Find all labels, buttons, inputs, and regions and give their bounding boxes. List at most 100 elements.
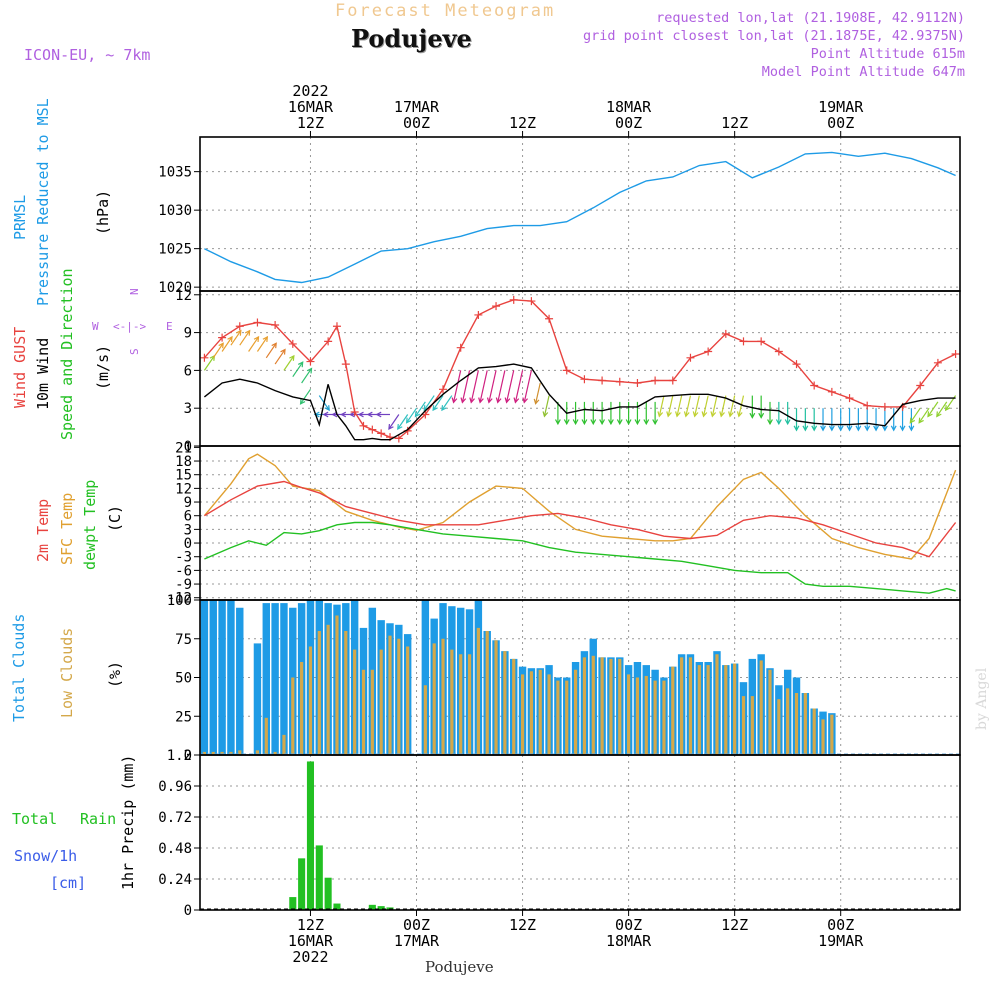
wind-arrow: [749, 395, 756, 419]
wind-arrow-shaft: [239, 330, 251, 346]
wind-arrow-head: [236, 329, 242, 336]
wind-arrow: [728, 395, 736, 418]
low-cloud-bar: [644, 675, 648, 755]
wind-arrow-head: [710, 411, 717, 418]
gust-marker: [810, 381, 819, 390]
wind-arrow-shaft: [256, 336, 268, 352]
wind-arrow: [864, 408, 871, 432]
panel-frame: [199, 290, 961, 447]
gust-marker: [845, 394, 854, 403]
wind-arrow-shaft: [441, 395, 453, 411]
panels: 1020102510301035036912211815129630-3-6-9…: [158, 82, 961, 966]
low-cloud-bar: [768, 669, 772, 755]
low-cloud-bar: [741, 696, 746, 755]
low-cloud-bar: [220, 751, 224, 755]
wind-arrow-shaft: [676, 395, 683, 417]
wind-arrow-shaft: [927, 401, 939, 417]
low-cloud-bar: [255, 750, 260, 755]
rain-bar: [324, 877, 332, 910]
hpa-unit-label: (hPa): [94, 190, 112, 235]
wind-arrow-head: [802, 425, 809, 432]
total-cloud-bar: [200, 600, 209, 755]
wind-arrow-head: [846, 425, 853, 432]
wind-arrow-shaft: [292, 361, 304, 378]
watermark: by Angel: [974, 667, 990, 730]
rain-bar: [306, 761, 314, 910]
time-label-top: 00Z: [615, 114, 642, 132]
time-label-top: 19MAR: [818, 98, 864, 116]
low-cloud-bar: [308, 646, 313, 755]
low-cloud-bar: [547, 674, 551, 755]
low-cloud-bar: [680, 657, 684, 755]
wind-arrow-head: [513, 397, 520, 404]
low-cloud-bar: [238, 750, 242, 755]
low-cloud-bar: [830, 714, 834, 755]
wind-arrow-head: [918, 417, 924, 424]
wind-arrow: [767, 401, 773, 426]
gust-marker: [509, 295, 518, 304]
y-tick-label: 75: [175, 632, 192, 648]
wind-arrow-shaft: [488, 370, 497, 403]
wind-arrow-head: [599, 419, 606, 426]
wind-arrow-shaft: [729, 395, 736, 417]
wind-arrow-shaft: [685, 395, 692, 417]
wind-arrow-head: [736, 411, 743, 418]
compass-w: W: [92, 320, 99, 333]
time-label-bottom: 12Z: [721, 916, 748, 934]
temp-2m-line: [204, 480, 957, 558]
wind-arrow-shaft: [479, 370, 488, 403]
low-cloud-bar: [733, 663, 737, 755]
total-cloud-bar: [271, 603, 279, 755]
wind-arrow: [873, 408, 879, 432]
compass-n: N: [128, 288, 141, 295]
y-tick-label: 0.24: [158, 872, 192, 888]
gust-marker: [774, 347, 783, 356]
low-cloud-bar: [538, 669, 542, 755]
sfc-temp-label: SFC Temp: [58, 493, 76, 565]
model-label: ICON-EU, ~ 7km: [24, 46, 150, 64]
wind-arrow: [451, 370, 462, 404]
wind-arrow-head: [322, 411, 329, 418]
gust-marker: [651, 376, 660, 385]
total-cloud-bar: [227, 600, 235, 755]
y-tick-label: -12: [167, 591, 192, 607]
wind-arrow-shaft: [658, 395, 665, 417]
dewpt-line: [204, 521, 956, 594]
wind-arrow-head: [652, 419, 659, 426]
wind-arrow-head: [657, 411, 664, 418]
wind-arrow-shaft: [720, 395, 727, 417]
wind-arrow: [432, 395, 444, 412]
y-tick-label: 1020: [158, 280, 192, 296]
wind-arrow-head: [271, 342, 277, 349]
gust-marker: [253, 318, 262, 327]
gust-marker: [306, 357, 315, 366]
wind-arrow-head: [793, 425, 800, 432]
time-label-bottom: 12Z: [509, 916, 536, 934]
wind-arrow-shaft: [711, 395, 718, 417]
wind-arrow: [643, 401, 650, 426]
gust-marker: [951, 350, 960, 359]
y-tick-label: 0: [184, 748, 192, 764]
total-cloud-bar: [253, 643, 262, 755]
low-cloud-bar: [750, 696, 754, 755]
pressure-labels: PRMSL Pressure Reduced to MSL (hPa): [11, 98, 112, 306]
y-tick-label: 6: [184, 363, 192, 379]
gridpoint-coords: grid point closest lon,lat (21.1875E, 42…: [583, 28, 965, 44]
wind-arrow-shaft: [248, 336, 260, 352]
low-cloud-bar: [450, 649, 454, 755]
y-tick-label: 6: [184, 509, 192, 525]
wind-arrow-shaft: [432, 395, 444, 411]
y-tick-label: 0.72: [158, 810, 192, 826]
wind-arrow: [599, 401, 606, 426]
wind-arrow: [837, 408, 844, 432]
gust-marker: [562, 366, 571, 375]
total-cloud-bar: [218, 600, 226, 755]
ms-unit-label: (m/s): [94, 345, 112, 390]
time-label-bottom: 17MAR: [394, 932, 440, 950]
time-label-top: 16MAR: [288, 98, 334, 116]
wind-arrow: [634, 401, 641, 426]
low-cloud-bar: [264, 717, 268, 755]
y-tick-label: 21: [175, 440, 192, 456]
wind-arrow-head: [837, 425, 844, 432]
